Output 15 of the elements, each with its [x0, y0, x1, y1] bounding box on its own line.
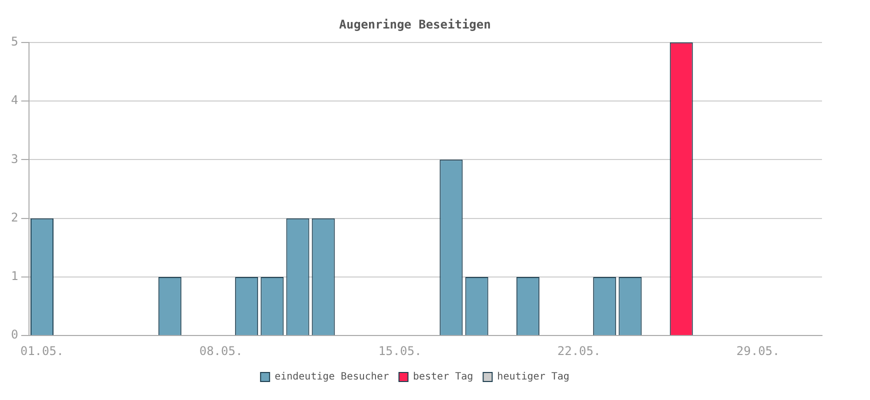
- x-tick-label: 22.05.: [557, 344, 601, 358]
- legend-label: heutiger Tag: [497, 372, 570, 383]
- legend-label: eindeutige Besucher: [274, 372, 389, 383]
- y-tick-label: 2: [10, 210, 18, 224]
- x-tick-label: 08.05.: [199, 344, 243, 358]
- x-tick-label: 15.05.: [378, 344, 422, 358]
- y-tick-label: 4: [10, 93, 18, 108]
- legend-label: bester Tag: [412, 372, 474, 383]
- x-tick-label: 29.05.: [736, 344, 780, 358]
- y-tick-label: 5: [10, 34, 18, 49]
- y-tick-label: 0: [10, 328, 18, 342]
- x-tick-label: 01.05.: [20, 344, 64, 358]
- chart-title: Augenringe Beseitigen: [339, 17, 491, 32]
- y-tick-label: 1: [10, 269, 18, 284]
- y-tick-label: 3: [10, 152, 18, 166]
